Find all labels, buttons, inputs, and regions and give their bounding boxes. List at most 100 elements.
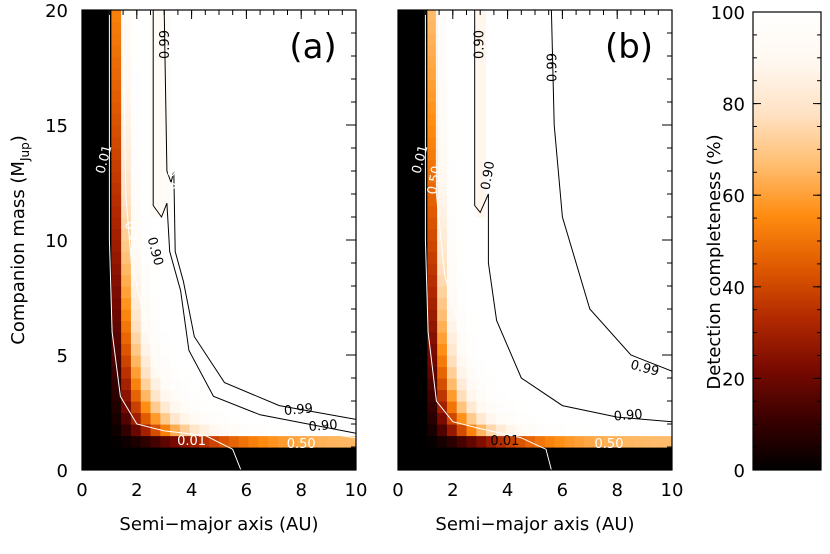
heatmap-cell xyxy=(238,447,249,460)
heatmap-cell xyxy=(199,90,210,103)
heatmap-cell xyxy=(466,458,477,470)
heatmap-cell xyxy=(228,332,240,345)
heatmap-cell xyxy=(466,401,477,414)
heatmap-cell xyxy=(564,21,575,34)
heatmap-cell xyxy=(287,309,298,322)
heatmap-cell xyxy=(613,125,624,138)
heatmap-cell xyxy=(554,90,565,103)
heatmap-cell xyxy=(398,343,409,356)
heatmap-cell xyxy=(437,56,448,69)
heatmap-cell xyxy=(554,251,565,264)
heatmap-cell xyxy=(170,332,181,345)
heatmap-cell xyxy=(160,44,171,57)
heatmap-cell xyxy=(574,389,585,402)
heatmap-cell xyxy=(564,240,575,253)
heatmap-cell xyxy=(189,389,201,402)
heatmap-cell xyxy=(346,217,356,230)
heatmap-cell xyxy=(140,10,152,23)
heatmap-cell xyxy=(258,389,269,402)
heatmap-cell xyxy=(466,56,477,69)
heatmap-cell xyxy=(277,447,289,460)
heatmap-cell xyxy=(525,458,536,470)
heatmap-cell xyxy=(170,102,181,115)
heatmap-cell xyxy=(574,21,585,34)
heatmap-cell xyxy=(111,205,122,218)
heatmap-cell xyxy=(307,182,318,195)
heatmap-cell xyxy=(613,182,624,195)
heatmap-cell xyxy=(486,136,497,149)
heatmap-cell xyxy=(564,435,575,448)
heatmap-cell xyxy=(219,44,230,57)
y-tick-label: 0 xyxy=(57,461,68,482)
heatmap-cell xyxy=(632,458,644,470)
heatmap-cell xyxy=(662,217,672,230)
colorbar-tick-label: 100 xyxy=(711,3,745,24)
heatmap-cell xyxy=(258,102,269,115)
heatmap-cell xyxy=(466,67,477,80)
heatmap-cell xyxy=(603,309,614,322)
heatmap-cell xyxy=(652,136,663,149)
heatmap-cell xyxy=(170,205,181,218)
heatmap-cell xyxy=(258,412,269,425)
heatmap-cell xyxy=(258,90,269,103)
heatmap-cell xyxy=(437,171,448,184)
heatmap-cell xyxy=(466,332,477,345)
heatmap-cell xyxy=(427,263,438,276)
heatmap-cell xyxy=(495,56,507,69)
x-tick-label: 2 xyxy=(447,480,458,501)
heatmap-cell xyxy=(574,217,585,230)
heatmap-cell xyxy=(535,263,546,276)
heatmap-cell xyxy=(603,171,614,184)
heatmap-cell xyxy=(336,378,347,391)
heatmap-cell xyxy=(258,355,269,368)
heatmap-cell xyxy=(525,263,536,276)
heatmap-cell xyxy=(593,366,605,379)
heatmap-cell xyxy=(623,389,634,402)
heatmap-cell xyxy=(238,424,249,437)
heatmap-cell xyxy=(632,159,644,172)
heatmap-cell xyxy=(238,458,249,470)
heatmap-cell xyxy=(248,401,259,414)
heatmap-cell xyxy=(662,458,672,470)
heatmap-cell xyxy=(287,297,298,310)
heatmap-cell xyxy=(525,125,536,138)
heatmap-cell xyxy=(544,217,556,230)
heatmap-cell xyxy=(267,401,279,414)
heatmap-cell xyxy=(316,263,328,276)
heatmap-cell xyxy=(446,102,458,115)
heatmap-cell xyxy=(326,21,338,34)
heatmap-cell xyxy=(140,125,152,138)
heatmap-cell xyxy=(554,102,565,115)
heatmap-cell xyxy=(623,263,634,276)
heatmap-cell xyxy=(209,56,220,69)
heatmap-cell xyxy=(623,33,634,46)
heatmap-cell xyxy=(82,447,93,460)
heatmap-cell xyxy=(652,332,663,345)
heatmap-cell xyxy=(307,33,318,46)
heatmap-cell xyxy=(466,90,477,103)
heatmap-cell xyxy=(267,205,279,218)
heatmap-cell xyxy=(613,171,624,184)
heatmap-cell xyxy=(82,217,93,230)
heatmap-cell xyxy=(209,102,220,115)
heatmap-cell xyxy=(287,194,298,207)
heatmap-cell xyxy=(326,90,338,103)
heatmap-cell xyxy=(277,228,289,241)
heatmap-cell xyxy=(583,343,595,356)
heatmap-cell xyxy=(287,182,298,195)
heatmap-cell xyxy=(287,412,298,425)
heatmap-cell xyxy=(91,309,103,322)
heatmap-cell xyxy=(228,90,240,103)
heatmap-cell xyxy=(267,424,279,437)
heatmap-cell xyxy=(417,125,428,138)
heatmap-cell xyxy=(613,424,624,437)
heatmap-cell xyxy=(603,447,614,460)
heatmap-cell xyxy=(130,148,142,161)
heatmap-cell xyxy=(486,159,497,172)
heatmap-cell xyxy=(82,389,93,402)
heatmap-cell xyxy=(121,332,132,345)
heatmap-cell xyxy=(642,286,654,299)
heatmap-cell xyxy=(91,125,103,138)
heatmap-cell xyxy=(593,286,605,299)
